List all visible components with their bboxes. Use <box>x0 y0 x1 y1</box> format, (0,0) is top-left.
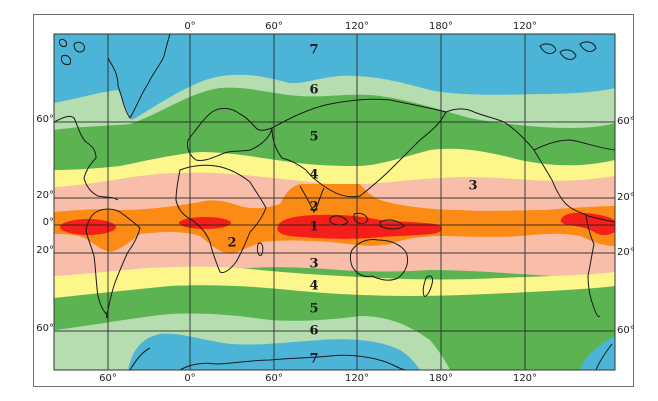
lon-tick-bottom: 120° <box>344 373 370 384</box>
zone-label-7-south: 7 <box>309 351 319 367</box>
lat-tick-right: 60° <box>617 325 635 336</box>
zone-label-2-africa: 2 <box>227 235 237 251</box>
lon-tick-bottom: 60° <box>265 373 283 384</box>
zone-1-south-america <box>60 219 116 235</box>
zone-label-2-north: 2 <box>309 199 319 215</box>
lon-tick-bottom: 120° <box>512 373 538 384</box>
lat-tick-left: 20° <box>36 245 54 256</box>
zone-label-4-north: 4 <box>309 167 319 183</box>
lat-tick-left: 20° <box>36 190 54 201</box>
lat-tick-left: 0° <box>42 217 54 228</box>
lat-tick-left: 60° <box>36 323 54 334</box>
zone-1-indonesia <box>277 214 443 239</box>
lon-tick-bottom: 60° <box>99 373 117 384</box>
lon-tick-top: 120° <box>344 21 370 32</box>
coastlines <box>54 34 615 370</box>
zone-label-6-south: 6 <box>309 323 319 339</box>
zone-1-africa <box>179 217 231 229</box>
zone-label-1: 1 <box>309 219 319 235</box>
lat-tick-right: 20° <box>617 192 635 203</box>
lat-tick-left: 60° <box>36 114 54 125</box>
lon-tick-bottom: 0° <box>184 373 196 384</box>
zone-label-3-south: 3 <box>309 256 319 272</box>
lat-tick-right: 60° <box>617 116 635 127</box>
lon-tick-top: 120° <box>512 21 538 32</box>
zone-label-3-pacific: 3 <box>468 178 478 194</box>
lon-tick-top: 60° <box>265 21 283 32</box>
lon-tick-top: 0° <box>184 21 196 32</box>
lat-tick-right: 20° <box>617 247 635 258</box>
map-border <box>53 33 616 371</box>
graticule <box>54 34 615 370</box>
lon-tick-top: 180° <box>428 21 454 32</box>
zone-7-south-east <box>580 336 615 370</box>
zone-label-4-south: 4 <box>309 278 319 294</box>
zone-label-5-north: 5 <box>309 129 319 145</box>
lon-tick-bottom: 180° <box>428 373 454 384</box>
zone-label-6-north: 6 <box>309 82 319 98</box>
zone-label-5-south: 5 <box>309 301 319 317</box>
zone-label-7-north: 7 <box>309 42 319 58</box>
